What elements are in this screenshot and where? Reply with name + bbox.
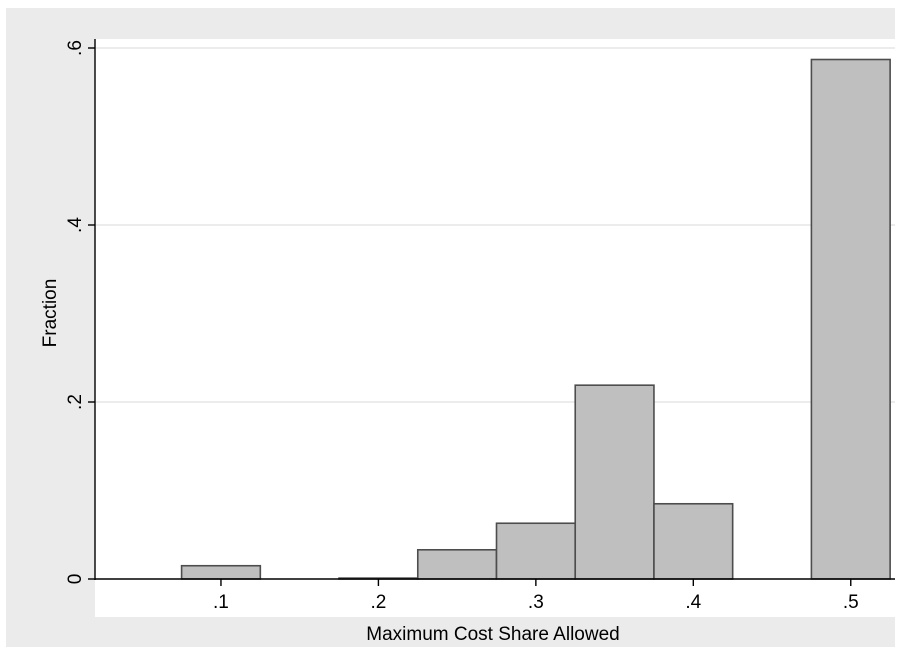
x-tick-label-1: .2: [370, 592, 386, 613]
y-tick-label-2: .4: [65, 217, 86, 233]
y-tick-label-3: .6: [65, 40, 86, 56]
bars: [180, 58, 891, 580]
x-axis-ticks: .1 .2 .3 .4 .5: [213, 579, 859, 613]
x-tick-label-0: .1: [213, 592, 229, 613]
y-tick-label-1: .2: [65, 394, 86, 410]
axes: [94, 39, 895, 580]
y-tick-label-0: 0: [65, 574, 86, 585]
chart-frame: .1 .2 .3 .4 .5 0 .2 .4 .6 Maximum Cost Share Al…: [6, 8, 895, 647]
histogram-chart: .1 .2 .3 .4 .5 0 .2 .4 .6 Maximum Cost Share Al…: [40, 39, 895, 645]
y-axis-title: Fraction: [40, 279, 61, 348]
x-tick-label-4: .5: [843, 592, 859, 613]
plot-area: [95, 39, 895, 617]
x-tick-label-3: .4: [685, 592, 701, 613]
x-axis-title: Maximum Cost Share Allowed: [366, 624, 619, 645]
y-axis-ticks: 0 .2 .4 .6: [65, 40, 95, 584]
bar-2: [416, 548, 498, 580]
grid-lines: [95, 47, 895, 403]
bar-5: [653, 502, 734, 580]
x-tick-label-2: .3: [528, 592, 544, 613]
bar-4: [574, 384, 655, 580]
bar-6: [810, 58, 891, 580]
bar-3: [495, 522, 577, 580]
bar-0: [180, 564, 262, 580]
